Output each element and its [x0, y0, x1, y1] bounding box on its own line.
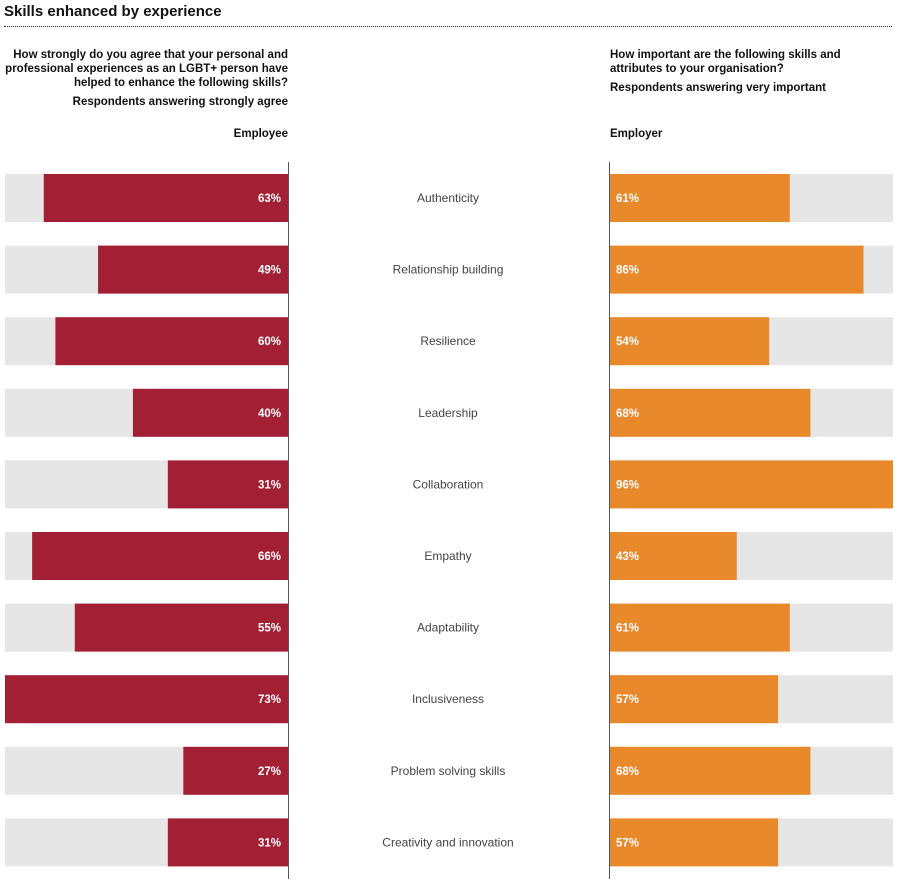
employee-question: How strongly do you agree that your pers…	[5, 49, 288, 89]
category-label: Collaboration	[413, 477, 484, 491]
employer-value-label: 57%	[616, 694, 639, 706]
employer-bar	[610, 460, 893, 509]
employee-bar	[132, 388, 288, 437]
employee-question-block: How strongly do you agree that your pers…	[4, 48, 288, 109]
employer-value-label: 86%	[616, 265, 639, 277]
employee-column-label: Employee	[233, 128, 288, 140]
employee-bar	[167, 818, 288, 867]
employee-value-label: 49%	[258, 265, 281, 277]
employee-bar	[167, 460, 288, 509]
employer-question-block: How important are the following skills a…	[610, 48, 894, 95]
employer-value-label: 96%	[616, 479, 639, 491]
employee-bar	[5, 675, 288, 724]
employer-bar	[610, 603, 790, 652]
employee-bar	[43, 174, 289, 222]
employer-bar	[610, 245, 864, 294]
title-divider	[4, 26, 892, 27]
employee-value-label: 66%	[258, 551, 281, 563]
employee-value-label: 60%	[258, 336, 281, 348]
employer-bar	[610, 388, 811, 437]
category-label: Authenticity	[417, 191, 479, 205]
employee-value-label: 55%	[258, 623, 281, 635]
employer-value-label: 61%	[616, 193, 639, 205]
employee-subtitle: Respondents answering strongly agree	[72, 96, 288, 108]
category-label: Creativity and innovation	[382, 835, 513, 849]
employee-bar	[74, 603, 288, 652]
employee-value-label: 31%	[258, 837, 281, 849]
employer-value-label: 68%	[616, 766, 639, 778]
employee-bar	[183, 746, 288, 795]
employer-bar	[610, 746, 811, 795]
employer-bar	[610, 675, 779, 724]
category-label: Empathy	[424, 549, 471, 563]
employer-bar	[610, 818, 779, 867]
employee-bar	[55, 317, 288, 366]
employer-bar	[610, 532, 737, 580]
employee-value-label: 73%	[258, 694, 281, 706]
category-label: Problem solving skills	[391, 764, 506, 778]
chart-title: Skills enhanced by experience	[4, 3, 222, 20]
category-label: Inclusiveness	[412, 692, 484, 706]
employer-value-label: 61%	[616, 623, 639, 635]
employee-bar	[98, 245, 288, 294]
employee-value-label: 40%	[258, 408, 281, 420]
employee-bar	[32, 532, 288, 580]
employer-value-label: 54%	[616, 336, 639, 348]
category-label: Relationship building	[393, 263, 504, 277]
category-label: Adaptability	[417, 621, 479, 635]
employer-value-label: 68%	[616, 408, 639, 420]
employee-value-label: 27%	[258, 766, 281, 778]
employee-value-label: 31%	[258, 479, 281, 491]
category-label: Leadership	[418, 406, 478, 420]
employer-subtitle: Respondents answering very important	[610, 82, 826, 94]
employee-value-label: 63%	[258, 193, 281, 205]
employer-value-label: 43%	[616, 551, 639, 563]
category-label: Resilience	[420, 334, 476, 348]
employer-bar	[610, 317, 770, 366]
employer-value-label: 57%	[616, 837, 639, 849]
employer-column-label: Employer	[610, 128, 663, 140]
employer-question: How important are the following skills a…	[610, 49, 841, 75]
employer-bar	[610, 174, 790, 222]
